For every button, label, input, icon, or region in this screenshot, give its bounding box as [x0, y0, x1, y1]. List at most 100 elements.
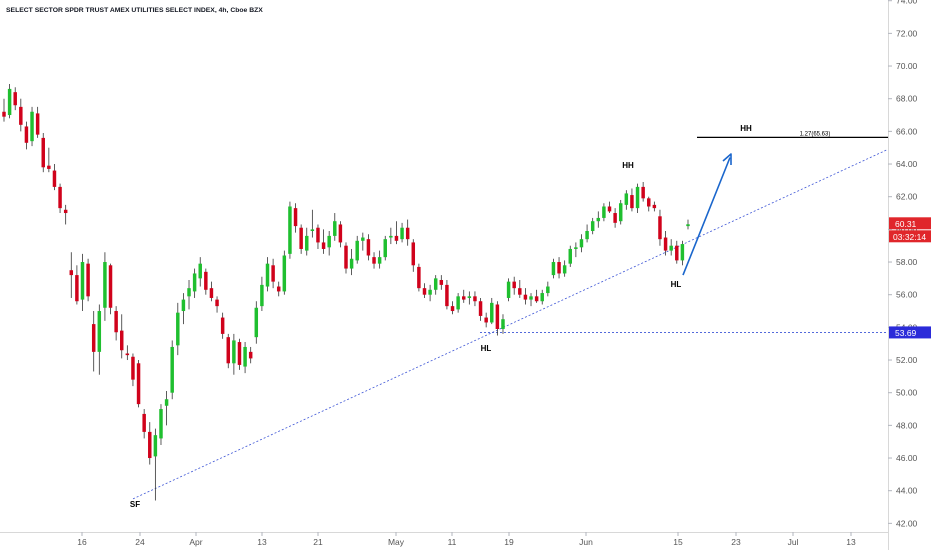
candle-body[interactable] — [24, 126, 29, 143]
candle-body[interactable] — [58, 186, 62, 209]
candle-body[interactable] — [562, 265, 567, 274]
candle-body[interactable] — [209, 288, 214, 298]
candle-body[interactable] — [658, 216, 662, 240]
candle-body[interactable] — [349, 258, 354, 269]
candle-body[interactable] — [669, 245, 673, 251]
candle-body[interactable] — [299, 227, 303, 249]
candle-body[interactable] — [30, 111, 34, 142]
candle-body[interactable] — [478, 301, 483, 316]
candle-body[interactable] — [181, 299, 186, 312]
candle-body[interactable] — [271, 265, 275, 282]
candle-body[interactable] — [69, 270, 74, 276]
candle-body[interactable] — [136, 363, 141, 405]
candle-body[interactable] — [405, 227, 410, 240]
candle-body[interactable] — [366, 239, 371, 256]
candle-body[interactable] — [226, 337, 231, 364]
candle-body[interactable] — [546, 286, 550, 294]
candle-body[interactable] — [428, 289, 432, 295]
candle-body[interactable] — [187, 288, 191, 297]
candle-body[interactable] — [232, 340, 236, 364]
candle-body[interactable] — [590, 221, 595, 231]
candle-body[interactable] — [686, 224, 690, 227]
candle-body[interactable] — [327, 235, 331, 248]
candle-body[interactable] — [512, 281, 516, 289]
candle-body[interactable] — [91, 324, 96, 352]
candle-body[interactable] — [579, 239, 584, 248]
candle-body[interactable] — [568, 248, 573, 264]
candle-body[interactable] — [108, 265, 113, 308]
candle-body[interactable] — [355, 240, 359, 261]
candle-body[interactable] — [114, 311, 118, 333]
candle-body[interactable] — [383, 239, 387, 258]
candle-body[interactable] — [119, 330, 124, 351]
candle-body[interactable] — [276, 286, 281, 292]
candle-body[interactable] — [204, 271, 208, 290]
candle-body[interactable] — [417, 266, 421, 289]
candle-body[interactable] — [518, 288, 522, 295]
candle-body[interactable] — [439, 279, 444, 285]
candle-body[interactable] — [551, 262, 556, 276]
candle-body[interactable] — [47, 165, 51, 169]
candle-body[interactable] — [529, 296, 533, 300]
candle-body[interactable] — [422, 288, 427, 295]
candle-body[interactable] — [198, 263, 202, 279]
candle-body[interactable] — [523, 294, 528, 300]
candle-body[interactable] — [248, 351, 253, 359]
candle-body[interactable] — [148, 431, 152, 459]
candle-body[interactable] — [164, 399, 169, 406]
candle-body[interactable] — [389, 235, 393, 238]
candle-body[interactable] — [131, 356, 135, 380]
candle-body[interactable] — [97, 311, 102, 352]
candle-body[interactable] — [215, 299, 219, 307]
candle-body[interactable] — [647, 198, 651, 207]
candle-body[interactable] — [63, 209, 68, 214]
candle-body[interactable] — [288, 206, 292, 254]
candle-body[interactable] — [243, 346, 247, 367]
candle-body[interactable] — [265, 263, 270, 287]
candle-body[interactable] — [411, 242, 416, 266]
candle-body[interactable] — [52, 170, 57, 187]
candle-body[interactable] — [293, 208, 298, 227]
candle-body[interactable] — [534, 296, 539, 302]
candle-body[interactable] — [574, 247, 578, 249]
candle-body[interactable] — [450, 306, 455, 312]
candle-body[interactable] — [153, 435, 158, 457]
candle-body[interactable] — [585, 230, 589, 240]
candle-body[interactable] — [663, 237, 668, 251]
candle-body[interactable] — [613, 213, 617, 223]
candle-body[interactable] — [361, 237, 365, 241]
candle-body[interactable] — [80, 262, 85, 300]
candle-body[interactable] — [41, 137, 45, 168]
candle-body[interactable] — [635, 186, 640, 209]
candle-body[interactable] — [333, 221, 337, 236]
candle-body[interactable] — [596, 217, 601, 222]
candle-body[interactable] — [445, 284, 449, 307]
candle-body[interactable] — [680, 244, 685, 261]
candle-body[interactable] — [652, 204, 657, 209]
candle-body[interactable] — [501, 319, 505, 329]
candle-body[interactable] — [630, 195, 634, 209]
candle-body[interactable] — [282, 255, 287, 292]
candle-body[interactable] — [192, 273, 197, 292]
candle-body[interactable] — [456, 296, 460, 310]
candle-body[interactable] — [433, 278, 438, 290]
candle-body[interactable] — [142, 413, 146, 432]
candle-body[interactable] — [35, 113, 40, 135]
candle-body[interactable] — [540, 293, 544, 302]
candle-body[interactable] — [310, 229, 315, 231]
candle-body[interactable] — [675, 245, 679, 261]
candle-body[interactable] — [13, 92, 17, 106]
candle-body[interactable] — [316, 227, 320, 243]
candle-body[interactable] — [618, 203, 623, 222]
candle-body[interactable] — [260, 284, 264, 307]
candle-body[interactable] — [461, 296, 466, 300]
candle-body[interactable] — [557, 262, 561, 274]
candle-body[interactable] — [305, 235, 309, 251]
candle-body[interactable] — [176, 312, 180, 346]
candle-body[interactable] — [86, 263, 90, 297]
candle-body[interactable] — [495, 304, 500, 329]
candle-body[interactable] — [467, 296, 472, 298]
candle-body[interactable] — [19, 106, 23, 125]
